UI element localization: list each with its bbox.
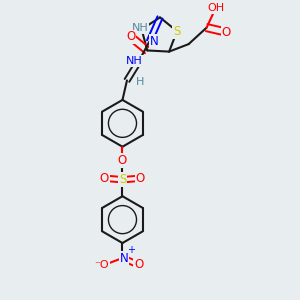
Text: O: O <box>118 154 127 167</box>
Text: S: S <box>119 173 126 186</box>
Text: N: N <box>150 35 158 48</box>
Text: N: N <box>120 251 128 265</box>
Text: H: H <box>135 77 144 87</box>
Text: O: O <box>126 31 135 44</box>
Text: NH: NH <box>132 23 148 33</box>
Text: ⁻O: ⁻O <box>94 260 109 270</box>
Text: OH: OH <box>207 3 224 13</box>
Text: NH: NH <box>126 56 143 66</box>
Text: +: + <box>128 244 136 255</box>
Text: O: O <box>134 258 143 271</box>
Text: S: S <box>173 25 181 38</box>
Text: O: O <box>100 172 109 185</box>
Text: O: O <box>136 172 145 185</box>
Text: O: O <box>221 26 231 39</box>
